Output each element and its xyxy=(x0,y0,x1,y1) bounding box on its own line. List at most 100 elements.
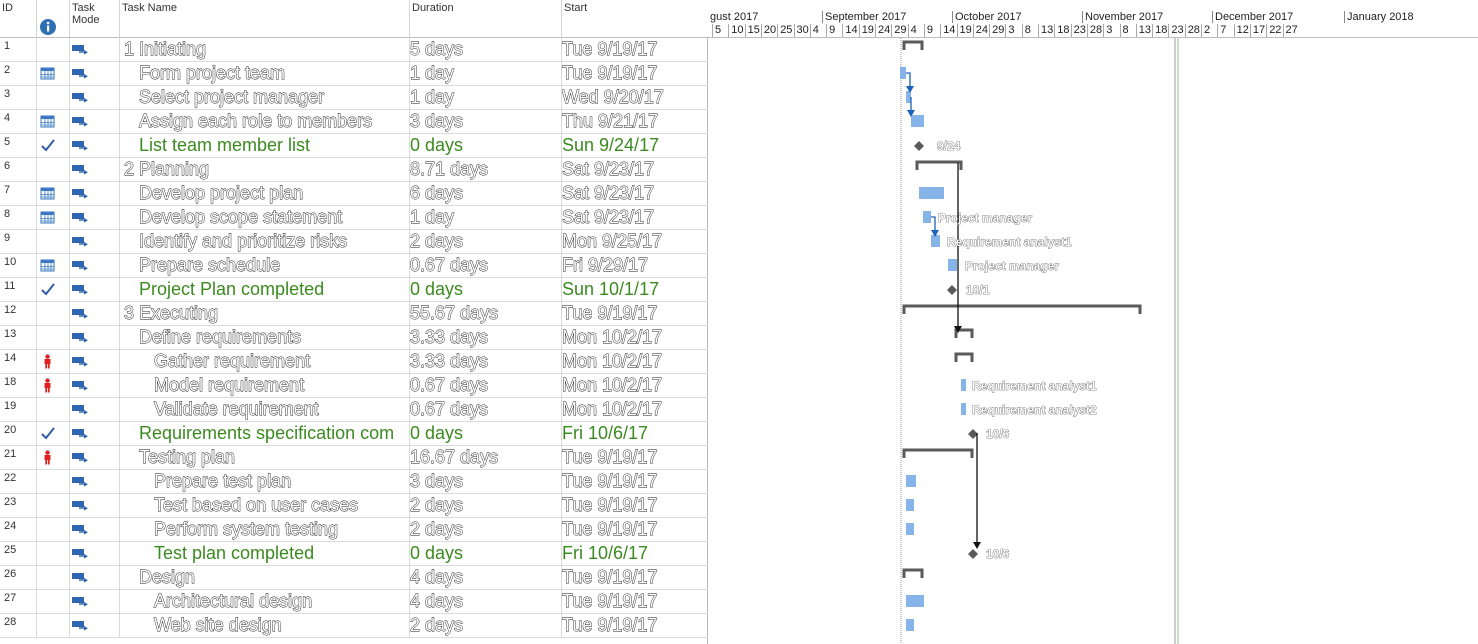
summary-bar[interactable] xyxy=(902,304,1142,314)
task-name[interactable]: 2 Planning xyxy=(120,158,410,181)
milestone-diamond[interactable] xyxy=(968,429,978,439)
task-start[interactable]: Tue 9/19/17 xyxy=(562,591,658,612)
task-name[interactable]: Testing plan xyxy=(120,446,410,469)
task-mode-cell[interactable] xyxy=(70,326,120,349)
task-bar[interactable] xyxy=(906,91,911,103)
task-id[interactable]: 8 xyxy=(0,206,37,229)
task-start[interactable]: Tue 9/19/17 xyxy=(562,567,658,588)
task-name[interactable]: 1 Initiating xyxy=(120,38,410,61)
task-start[interactable]: Mon 10/2/17 xyxy=(562,375,663,396)
task-name[interactable]: Prepare test plan xyxy=(120,470,410,493)
task-start[interactable]: Tue 9/19/17 xyxy=(562,519,658,540)
task-id[interactable]: 27 xyxy=(0,590,37,613)
task-mode-cell[interactable] xyxy=(70,38,120,61)
task-start[interactable]: Wed 9/20/17 xyxy=(562,87,664,108)
task-row[interactable]: 1 1 Initiating 5 days Tue 9/19/17 xyxy=(0,38,708,62)
task-mode-cell[interactable] xyxy=(70,494,120,517)
task-mode-cell[interactable] xyxy=(70,422,120,445)
summary-bar[interactable] xyxy=(954,352,974,362)
task-duration[interactable]: 1 day xyxy=(410,86,562,109)
task-row[interactable]: 14 Gather requirement 3.33 days Mon 10/2/17 xyxy=(0,350,708,374)
task-start[interactable]: Tue 9/19/17 xyxy=(562,495,658,516)
task-id[interactable]: 7 xyxy=(0,182,37,205)
col-header-task-mode[interactable]: Task Mode xyxy=(70,0,120,38)
task-duration[interactable]: 3 days xyxy=(410,470,562,493)
task-name[interactable]: Identify and prioritize risks xyxy=(120,230,410,253)
task-id[interactable]: 21 xyxy=(0,446,37,469)
task-start[interactable]: Sat 9/23/17 xyxy=(562,159,655,180)
task-row[interactable]: 5 List team member list 0 days Sun 9/24/17 xyxy=(0,134,708,158)
task-duration[interactable]: 16.67 days xyxy=(410,446,562,469)
task-id[interactable]: 2 xyxy=(0,62,37,85)
task-id[interactable]: 12 xyxy=(0,302,37,325)
task-duration[interactable]: 2 days xyxy=(410,230,562,253)
task-row[interactable]: 19 Validate requirement 0.67 days Mon 10/2/… xyxy=(0,398,708,422)
task-start[interactable]: Tue 9/19/17 xyxy=(562,471,658,492)
task-row[interactable]: 20 Requirements specification com 0 days Fr… xyxy=(0,422,708,446)
task-id[interactable]: 13 xyxy=(0,326,37,349)
task-id[interactable]: 4 xyxy=(0,110,37,133)
task-name[interactable]: Project Plan completed xyxy=(120,278,410,301)
task-duration[interactable]: 3.33 days xyxy=(410,326,562,349)
task-mode-cell[interactable] xyxy=(70,518,120,541)
task-id[interactable]: 20 xyxy=(0,422,37,445)
task-id[interactable]: 26 xyxy=(0,566,37,589)
task-bar[interactable] xyxy=(906,499,914,511)
task-mode-cell[interactable] xyxy=(70,446,120,469)
task-mode-cell[interactable] xyxy=(70,590,120,613)
task-start[interactable]: Mon 10/2/17 xyxy=(562,351,663,372)
task-mode-cell[interactable] xyxy=(70,110,120,133)
task-duration[interactable]: 0 days xyxy=(410,422,562,445)
task-name[interactable]: Form project team xyxy=(120,62,410,85)
task-duration[interactable]: 8.71 days xyxy=(410,158,562,181)
task-start[interactable]: Sun 9/24/17 xyxy=(562,135,660,155)
task-id[interactable]: 18 xyxy=(0,374,37,397)
summary-bar[interactable] xyxy=(902,448,974,458)
task-row[interactable]: 2 Form project team 1 day Tue 9/19/17 xyxy=(0,62,708,86)
task-name[interactable]: Design xyxy=(120,566,410,589)
task-mode-cell[interactable] xyxy=(70,134,120,157)
task-name[interactable]: List team member list xyxy=(120,134,410,157)
task-row[interactable]: 23 Test based on user cases 2 days Tue 9/19… xyxy=(0,494,708,518)
task-mode-cell[interactable] xyxy=(70,350,120,373)
task-bar[interactable] xyxy=(906,595,924,607)
task-name[interactable]: Test plan completed xyxy=(120,542,410,565)
task-row[interactable]: 24 Perform system testing 2 days Tue 9/19/1… xyxy=(0,518,708,542)
task-duration[interactable]: 4 days xyxy=(410,566,562,589)
task-start[interactable]: Sun 10/1/17 xyxy=(562,279,660,299)
task-bar[interactable] xyxy=(919,187,944,199)
task-duration[interactable]: 0 days xyxy=(410,542,562,565)
task-start[interactable]: Tue 9/19/17 xyxy=(562,447,658,468)
task-row[interactable]: 3 Select project manager 1 day Wed 9/20/17 xyxy=(0,86,708,110)
task-duration[interactable]: 5 days xyxy=(410,38,562,61)
task-name[interactable]: Define requirements xyxy=(120,326,410,349)
task-name[interactable]: Perform system testing xyxy=(120,518,410,541)
task-start[interactable]: Mon 9/25/17 xyxy=(562,231,663,252)
link-arrowhead[interactable] xyxy=(973,542,981,549)
task-bar[interactable] xyxy=(900,67,906,79)
task-duration[interactable]: 0.67 days xyxy=(410,254,562,277)
task-duration[interactable]: 2 days xyxy=(410,518,562,541)
task-duration[interactable]: 55.67 days xyxy=(410,302,562,325)
task-row[interactable]: 12 3 Executing 55.67 days Tue 9/19/17 xyxy=(0,302,708,326)
task-row[interactable]: 25 Test plan completed 0 days Fri 10/6/17 xyxy=(0,542,708,566)
task-mode-cell[interactable] xyxy=(70,158,120,181)
task-mode-cell[interactable] xyxy=(70,254,120,277)
task-row[interactable]: 18 Model requirement 0.67 days Mon 10/2/17 xyxy=(0,374,708,398)
task-row[interactable]: 11 Project Plan completed 0 days Sun 10/1/1… xyxy=(0,278,708,302)
task-id[interactable]: 5 xyxy=(0,134,37,157)
task-row[interactable]: 27 Architectural design 4 days Tue 9/19/17 xyxy=(0,590,708,614)
milestone-diamond[interactable] xyxy=(914,141,924,151)
task-bar[interactable] xyxy=(906,523,914,535)
task-bar[interactable] xyxy=(906,475,916,487)
task-id[interactable]: 11 xyxy=(0,278,37,301)
task-mode-cell[interactable] xyxy=(70,374,120,397)
task-row[interactable]: 4 Assign each role to members 3 days Thu 9/… xyxy=(0,110,708,134)
task-duration[interactable]: 2 days xyxy=(410,494,562,517)
task-name[interactable]: Select project manager xyxy=(120,86,410,109)
task-name[interactable]: Test based on user cases xyxy=(120,494,410,517)
task-row[interactable]: 8 Develop scope statement 1 day Sat 9/23/17 xyxy=(0,206,708,230)
task-start[interactable]: Sat 9/23/17 xyxy=(562,183,655,204)
task-mode-cell[interactable] xyxy=(70,566,120,589)
task-id[interactable]: 28 xyxy=(0,614,37,637)
